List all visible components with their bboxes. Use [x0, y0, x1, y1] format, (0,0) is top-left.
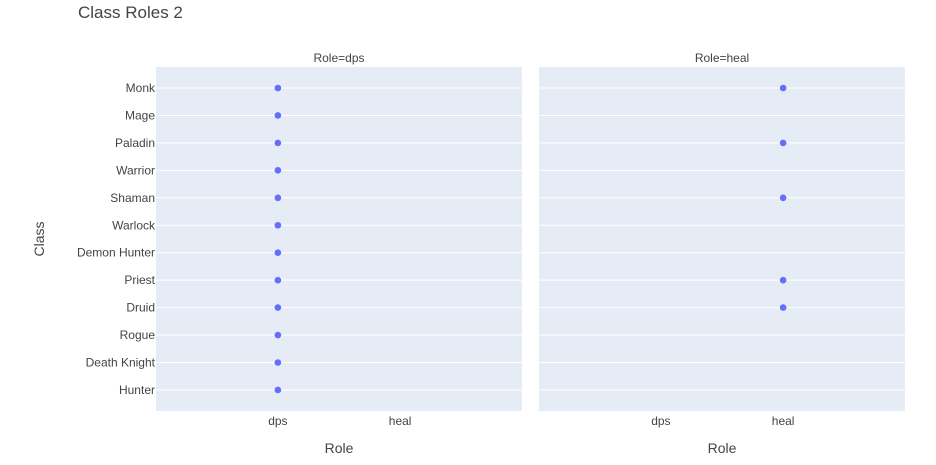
data-point	[779, 276, 787, 284]
chart-title: Class Roles 2	[78, 3, 183, 22]
data-point	[274, 194, 282, 202]
y-tick-label: Druid	[126, 301, 155, 315]
facet-label-2: Role=heal	[695, 51, 749, 65]
x-tick-label: heal	[772, 414, 795, 428]
data-point	[274, 249, 282, 256]
data-point	[274, 359, 282, 366]
data-point	[779, 194, 787, 202]
plot-area-1	[156, 67, 522, 411]
y-tick-label: Paladin	[115, 136, 155, 150]
y-tick-label: Monk	[126, 81, 156, 95]
data-point	[274, 331, 282, 339]
y-tick-label: Priest	[124, 273, 155, 287]
x-tick-label: dps	[651, 414, 670, 428]
data-point	[779, 84, 787, 92]
data-point	[779, 139, 787, 147]
data-point	[779, 304, 787, 311]
y-tick-label: Hunter	[119, 383, 155, 397]
plot-area-2	[539, 67, 905, 411]
y-tick-label: Death Knight	[86, 356, 156, 370]
y-tick-label: Demon Hunter	[77, 246, 155, 260]
facet-label-1: Role=dps	[313, 51, 364, 65]
y-tick-label: Rogue	[120, 328, 156, 342]
x-tick-label: dps	[268, 414, 287, 428]
x-tick-label: heal	[389, 414, 412, 428]
data-point	[274, 221, 282, 229]
data-point	[274, 112, 282, 119]
y-tick-label: Mage	[125, 108, 155, 122]
x-axis-title-1: Role	[325, 440, 354, 456]
y-axis-title: Class	[31, 221, 47, 256]
data-point	[274, 84, 282, 92]
data-point	[274, 386, 282, 394]
data-point	[274, 139, 282, 147]
data-point	[274, 167, 282, 174]
y-tick-label: Shaman	[110, 191, 155, 205]
data-point	[274, 276, 282, 284]
y-tick-label: Warrior	[116, 163, 155, 177]
y-tick-label: Warlock	[112, 218, 156, 232]
x-axis-title-2: Role	[708, 440, 737, 456]
data-point	[274, 304, 282, 311]
